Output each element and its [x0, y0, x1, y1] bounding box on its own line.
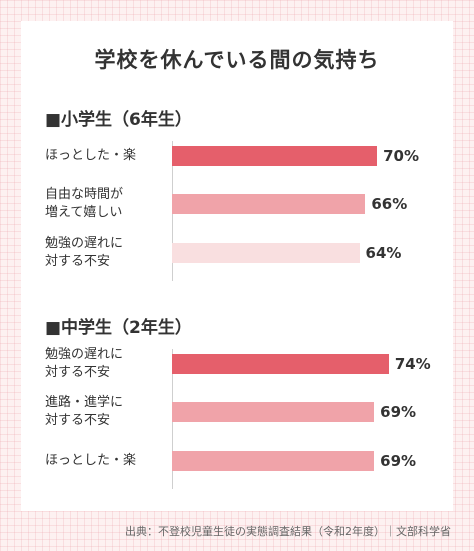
bar — [172, 146, 378, 166]
category-label: 自由な時間が 増えて嬉しい — [45, 187, 124, 220]
bar — [172, 354, 389, 374]
category-label: ほっとした・楽 — [45, 453, 137, 468]
category-label: 進路・進学に 対する不安 — [45, 395, 124, 428]
chart-card: 学校を休んでいる間の気持ち ■小学生（6年生） ほっとした・楽 70% 自由な時間が増… — [21, 21, 453, 511]
source-note: 出典：不登校児童生徒の実態調査結果（令和2年度）｜文部科学省 — [125, 525, 451, 538]
bar — [172, 194, 366, 214]
value-label: 69% — [380, 452, 417, 470]
value-label: 64% — [365, 244, 402, 262]
bar — [172, 243, 360, 263]
bar — [172, 402, 375, 422]
section-title-1: ■中学生（2年生） — [45, 318, 192, 338]
category-label: 勉強の遅れに 対する不安 — [45, 236, 124, 269]
category-label: 勉強の遅れに 対する不安 — [45, 347, 124, 380]
value-label: 69% — [380, 403, 417, 421]
value-label: 66% — [371, 195, 408, 213]
category-label: ほっとした・楽 — [45, 148, 137, 163]
value-label: 70% — [383, 147, 419, 165]
value-label: 74% — [394, 355, 431, 373]
section-title-0: ■小学生（6年生） — [45, 110, 192, 130]
bar — [172, 451, 375, 471]
chart-title: 学校を休んでいる間の気持ち — [94, 48, 380, 72]
